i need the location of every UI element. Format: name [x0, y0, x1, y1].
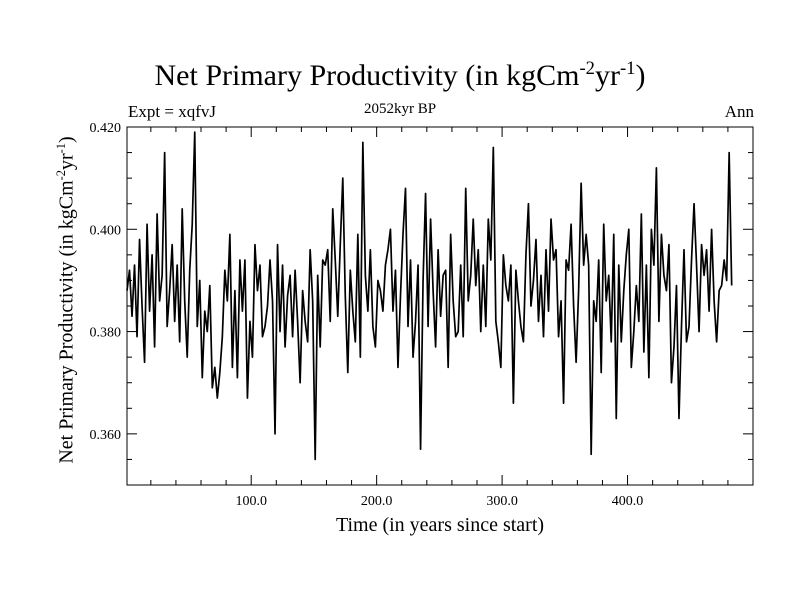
- x-tick-label: 200.0: [361, 494, 393, 509]
- experiment-label: Expt = xqfvJ: [128, 102, 216, 121]
- y-axis-label-sup1: -2: [54, 170, 69, 181]
- chart-title-sup2: -1: [619, 57, 636, 79]
- y-axis-ticks: 0.360 0.380 0.400 0.420: [90, 121, 753, 486]
- x-tick-label: 400.0: [612, 494, 644, 509]
- y-axis-label-text: Net Primary Productivity (in kgCm: [55, 180, 78, 464]
- y-axis-label-end: ): [55, 136, 78, 144]
- chart-subtitle: 2052kyr BP: [363, 101, 437, 117]
- x-tick-label: 100.0: [235, 494, 267, 509]
- y-axis-label-sup2: -1: [54, 143, 69, 154]
- chart-title-mid: yr: [594, 59, 620, 92]
- y-axis-label-mid: yr: [55, 153, 78, 171]
- y-tick-label: 0.420: [90, 121, 122, 136]
- y-tick-label: 0.380: [90, 326, 122, 341]
- x-axis-ticks: 100.0 200.0 300.0 400.0: [150, 127, 754, 509]
- plot-frame: [126, 126, 754, 486]
- y-axis-label: Net Primary Productivity (in kgCm-2yr-1): [54, 110, 79, 490]
- chart-title-sup1: -2: [579, 57, 595, 79]
- x-axis-label: Time (in years since start): [335, 514, 545, 536]
- chart-title-end: ): [635, 59, 646, 92]
- chart-title-text: Net Primary Productivity (in kgCm: [154, 59, 580, 92]
- x-tick-label: 300.0: [486, 494, 518, 509]
- chart-title: Net Primary Productivity (in kgCm-2yr-1): [0, 58, 800, 94]
- series-line-npp: [126, 131, 733, 461]
- y-tick-label: 0.400: [90, 223, 122, 238]
- season-label: Ann: [724, 102, 754, 121]
- y-tick-label: 0.360: [90, 428, 122, 443]
